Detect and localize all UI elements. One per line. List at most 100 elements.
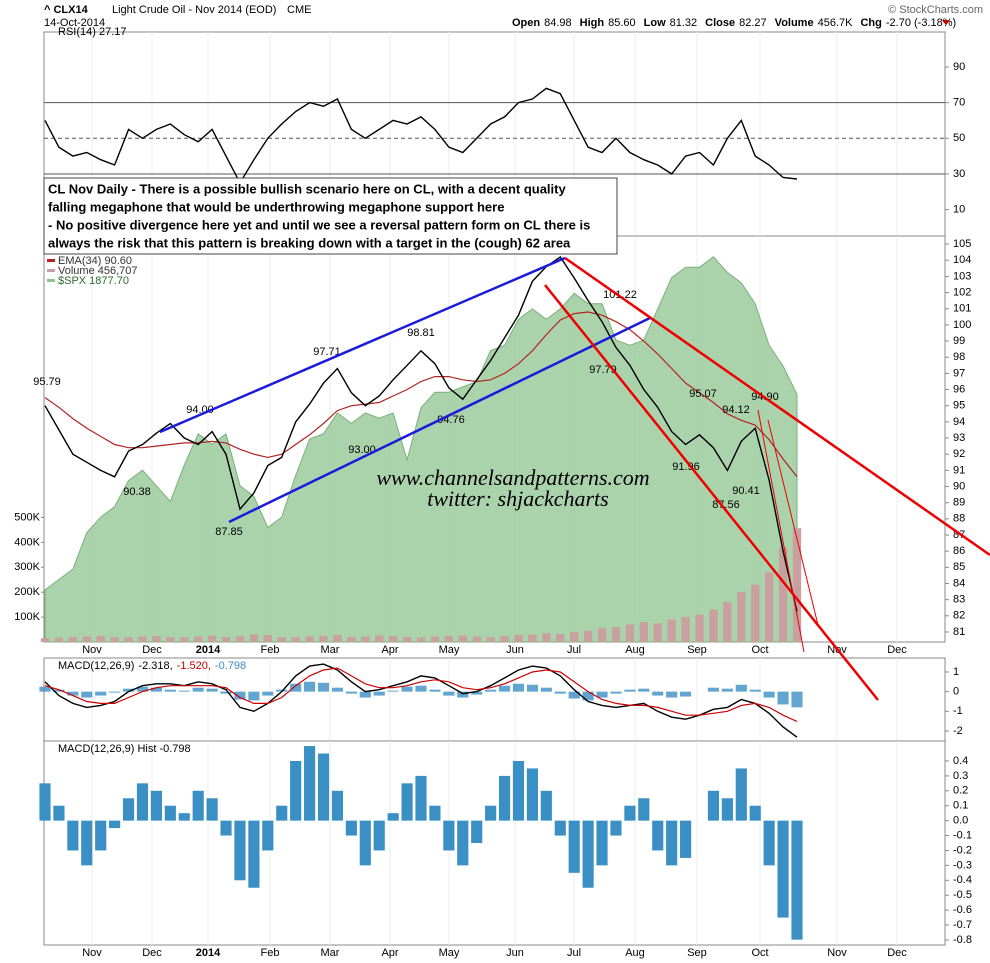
- y-tick-label: 89: [953, 497, 965, 509]
- quote-label: Close: [705, 17, 735, 29]
- macd-hist-bar: [443, 691, 455, 696]
- exchange: CME: [287, 4, 311, 16]
- hist-bar: [387, 813, 399, 821]
- y-tick-label: -0.4: [953, 874, 972, 886]
- x-tick-label: Jun: [506, 947, 524, 959]
- y-tick-label: 101: [953, 303, 971, 315]
- hist-bar: [610, 820, 622, 836]
- macd-hist-bar: [359, 691, 371, 698]
- macd-hist-bar: [471, 691, 483, 695]
- price-annotation: 95.07: [689, 388, 717, 400]
- quote-value: 82.27: [739, 17, 767, 29]
- macd-hist-bar: [304, 681, 316, 692]
- hist-bar: [234, 820, 246, 881]
- legend-entry: $SPX 1877.70: [58, 275, 129, 287]
- volume-bar: [709, 609, 718, 642]
- wedge-line: [767, 419, 819, 626]
- volume-bar: [611, 627, 621, 642]
- macd-hist-bar: [178, 690, 190, 692]
- y-tick-label: 85: [953, 561, 965, 573]
- hist-bar: [95, 820, 107, 851]
- hist-bar: [67, 820, 79, 851]
- macd-hist-bar: [401, 686, 413, 692]
- quote: Open 84.98 High 85.60 Low 81.32 Close 82.27 Volu…: [512, 17, 956, 29]
- macd-hist-bar: [136, 686, 149, 692]
- volume-bar: [597, 628, 607, 642]
- x-tick-label: Sep: [687, 644, 707, 656]
- x-tick-label: May: [439, 947, 460, 959]
- macd-hist-bar: [596, 691, 608, 698]
- watermark-twitter: twitter: shjackcharts: [427, 486, 608, 511]
- panel-title: MACD(12,26,9) Hist -0.798: [58, 743, 191, 755]
- hist-bar: [512, 760, 525, 821]
- y-tick-label: 97: [953, 367, 965, 379]
- legend-swatch: [47, 259, 55, 262]
- y-tick-label: 0.0: [953, 815, 968, 827]
- price-annotation: 101.22: [603, 289, 637, 301]
- macd-hist-bar: [122, 688, 135, 692]
- hist-bar: [136, 783, 149, 821]
- macd-hist-bar: [777, 691, 789, 705]
- annotation-line: - No positive divergence here yet and un…: [48, 217, 590, 232]
- volume-bar: [625, 624, 635, 642]
- hist-bar: [638, 798, 650, 821]
- hist-bar: [373, 820, 385, 851]
- y-tick-label: 103: [953, 270, 971, 282]
- hist-bar: [791, 820, 803, 940]
- volume-bar: [54, 637, 64, 642]
- volume-bar: [194, 636, 203, 642]
- hist-bar: [109, 820, 121, 829]
- y-tick-label: 104: [953, 254, 971, 266]
- y-tick-label: 95: [953, 400, 965, 412]
- macd-hist-bar: [526, 684, 538, 692]
- volume-tick-label: 400K: [14, 536, 40, 548]
- quote-label: High: [580, 17, 605, 29]
- volume-bar: [82, 636, 91, 642]
- x-tick-label: Dec: [142, 947, 162, 959]
- series-line: [44, 663, 798, 738]
- hist-bar: [122, 798, 135, 821]
- volume-bar: [542, 633, 551, 642]
- macd-hist-bar: [610, 691, 622, 694]
- y-tick-label: 82: [953, 610, 965, 622]
- hist-bar: [749, 805, 761, 821]
- volume-bar: [166, 637, 175, 642]
- x-tick-label: Oct: [751, 947, 768, 959]
- hist-bar: [81, 820, 93, 866]
- macd-hist-bar: [638, 688, 650, 692]
- hist-bar: [471, 820, 483, 843]
- volume-bar: [556, 634, 565, 642]
- volume-bar: [681, 617, 690, 642]
- y-tick-label: 93: [953, 432, 965, 444]
- x-tick-label: Dec: [142, 644, 162, 656]
- hist-bar: [359, 820, 371, 866]
- hist-bar: [276, 805, 288, 821]
- volume-bar: [583, 630, 593, 642]
- credit: © StockCharts.com: [888, 4, 983, 16]
- volume-bar: [347, 637, 356, 642]
- hist-bar: [735, 768, 747, 821]
- volume-bar: [305, 636, 314, 642]
- macd-hist-bar: [485, 689, 497, 692]
- y-tick-label: 98: [953, 351, 965, 363]
- y-tick-label: -0.8: [953, 934, 972, 946]
- x-tick-label: Nov: [82, 644, 102, 656]
- volume-bar: [458, 635, 467, 642]
- macd-hist-bar: [53, 689, 65, 692]
- volume-tick-label: 100K: [14, 611, 40, 623]
- macd-hist-bar: [164, 689, 176, 692]
- volume-bar: [653, 623, 662, 642]
- hist-bar: [624, 805, 636, 821]
- price-annotation: 90.38: [123, 486, 151, 498]
- hist-bar: [568, 820, 580, 873]
- trendlines: [159, 256, 990, 701]
- annotation-box: CL Nov Daily - There is a possible bulli…: [43, 177, 618, 255]
- annotation-line: falling megaphone that would be underthr…: [48, 199, 504, 214]
- macd-hist-bar: [721, 688, 733, 692]
- hist-bar: [721, 798, 733, 821]
- volume-bar: [416, 637, 426, 642]
- macd-hist-bar: [234, 691, 246, 700]
- hist-bar: [262, 820, 274, 851]
- macd-hist-bar: [707, 687, 720, 692]
- y-tick-label: 0.1: [953, 800, 968, 812]
